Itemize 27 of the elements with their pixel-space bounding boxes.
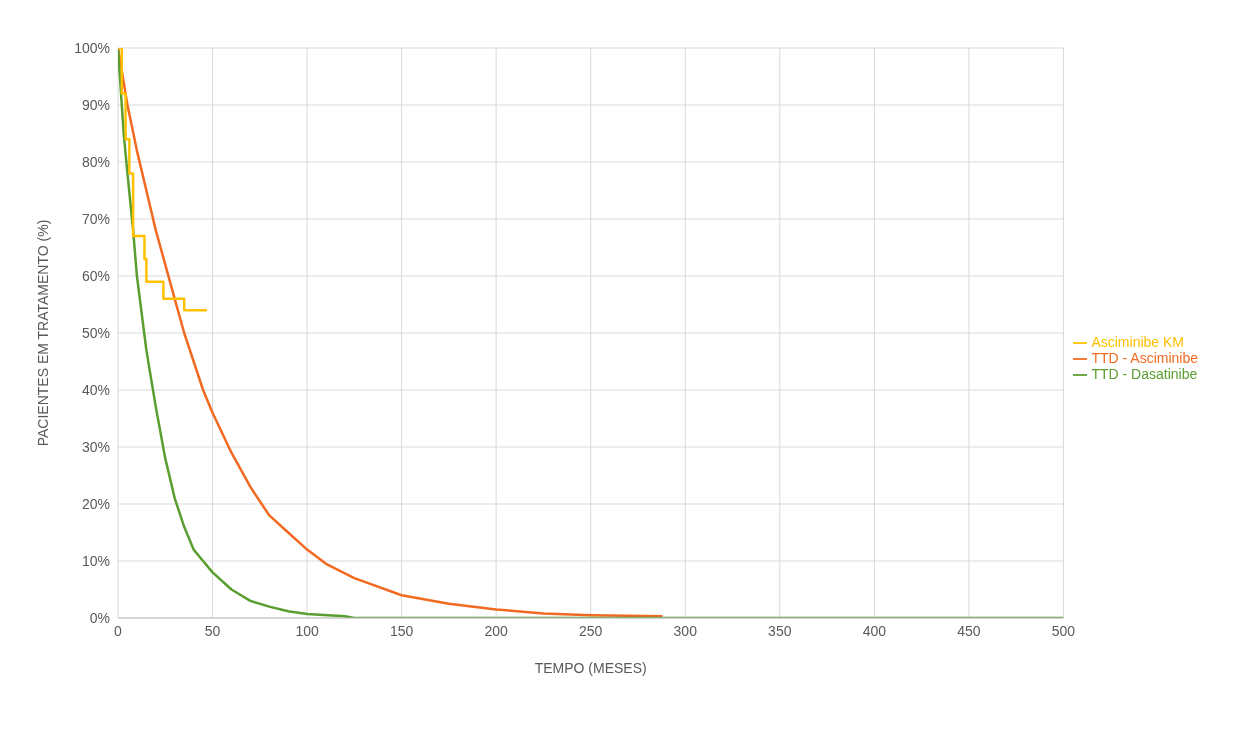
x-axis-title: TEMPO (MESES) — [534, 660, 647, 676]
y-axis-title: PACIENTES EM TRATAMENTO (%) — [34, 219, 51, 447]
x-tick-label: 50 — [204, 622, 221, 639]
x-tick-label: 250 — [579, 622, 603, 639]
x-tick-label: 300 — [673, 622, 698, 639]
x-tick-label: 400 — [862, 622, 887, 639]
y-tick-label: 80% — [81, 153, 110, 170]
x-tick-label: 350 — [768, 622, 792, 639]
x-tick-label: 0 — [114, 622, 123, 639]
y-tick-label: 70% — [81, 210, 110, 227]
y-tick-label: 20% — [81, 495, 110, 512]
legend-label: TTD - Asciminibe — [1091, 349, 1198, 366]
y-tick-label: 50% — [81, 324, 110, 341]
y-tick-label: 60% — [81, 267, 110, 284]
legend-label: TTD - Dasatinibe — [1091, 366, 1198, 383]
x-tick-label: 450 — [957, 622, 981, 639]
legend-label: Asciminibe KM — [1091, 333, 1185, 350]
y-tick-label: 0% — [89, 609, 110, 626]
x-tick-label: 500 — [1051, 622, 1076, 639]
y-tick-label: 40% — [81, 381, 110, 398]
x-tick-label: 100 — [295, 622, 319, 639]
y-tick-label: 30% — [81, 438, 110, 455]
y-tick-label: 90% — [81, 96, 110, 113]
x-tick-label: 150 — [389, 622, 414, 639]
x-tick-label: 200 — [484, 622, 509, 639]
y-tick-label: 10% — [81, 552, 110, 569]
y-tick-label: 100% — [74, 39, 110, 56]
